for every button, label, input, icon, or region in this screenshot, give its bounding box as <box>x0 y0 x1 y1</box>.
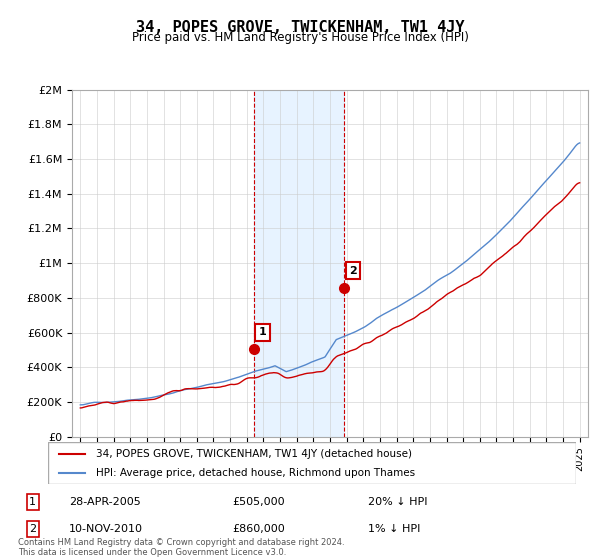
Text: 34, POPES GROVE, TWICKENHAM, TW1 4JY (detached house): 34, POPES GROVE, TWICKENHAM, TW1 4JY (de… <box>95 449 412 459</box>
Text: 1% ↓ HPI: 1% ↓ HPI <box>368 524 420 534</box>
Text: HPI: Average price, detached house, Richmond upon Thames: HPI: Average price, detached house, Rich… <box>95 468 415 478</box>
Text: 10-NOV-2010: 10-NOV-2010 <box>69 524 143 534</box>
Text: 2: 2 <box>29 524 37 534</box>
Text: 34, POPES GROVE, TWICKENHAM, TW1 4JY: 34, POPES GROVE, TWICKENHAM, TW1 4JY <box>136 20 464 35</box>
Text: 1: 1 <box>29 497 36 507</box>
FancyBboxPatch shape <box>48 442 576 484</box>
Text: Contains HM Land Registry data © Crown copyright and database right 2024.
This d: Contains HM Land Registry data © Crown c… <box>18 538 344 557</box>
Text: £505,000: £505,000 <box>232 497 285 507</box>
Text: 2: 2 <box>349 265 357 276</box>
Text: Price paid vs. HM Land Registry's House Price Index (HPI): Price paid vs. HM Land Registry's House … <box>131 31 469 44</box>
Text: 28-APR-2005: 28-APR-2005 <box>69 497 140 507</box>
Text: 1: 1 <box>259 327 266 337</box>
Bar <box>254 90 344 437</box>
Text: 20% ↓ HPI: 20% ↓ HPI <box>368 497 427 507</box>
Text: £860,000: £860,000 <box>232 524 285 534</box>
